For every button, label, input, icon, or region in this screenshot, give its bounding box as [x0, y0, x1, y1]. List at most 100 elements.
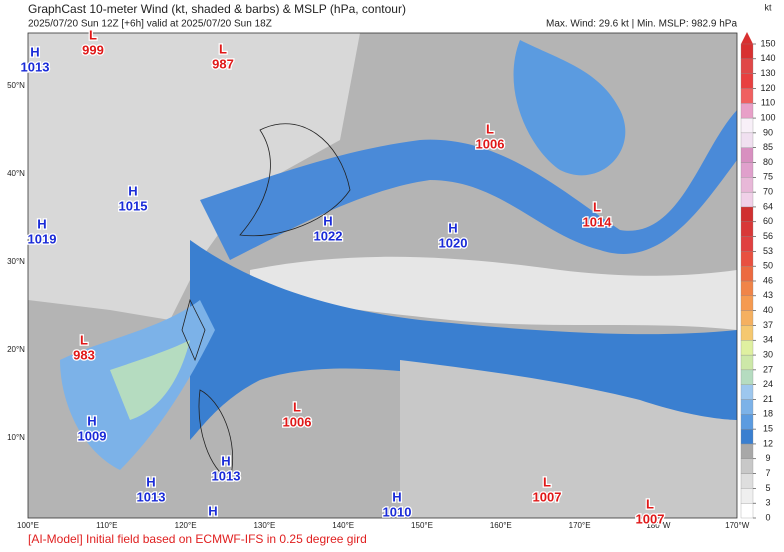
pressure-center-kind: L [219, 41, 227, 56]
pressure-center-kind: H [128, 183, 137, 198]
colorbar-segment [740, 162, 754, 178]
colorbar-label: 75 [763, 172, 773, 182]
pressure-center-kind: H [448, 220, 457, 235]
colorbar-segment [740, 295, 754, 311]
colorbar-label: 150 [760, 38, 775, 48]
colorbar-label: 24 [763, 379, 773, 389]
lat-label: 40°N [7, 169, 25, 178]
lon-label: 140°E [332, 521, 354, 530]
colorbar-label: 5 [765, 483, 770, 493]
lon-label: 120°E [175, 521, 197, 530]
colorbar-label: 46 [763, 275, 773, 285]
colorbar-label: 85 [763, 142, 773, 152]
lon-label: 180°W [646, 521, 671, 530]
colorbar-segment [740, 414, 754, 430]
colorbar-segment [740, 310, 754, 326]
colorbar-label: 21 [763, 394, 773, 404]
pressure-center-value: 1014 [583, 214, 613, 229]
colorbar-label: 110 [761, 98, 775, 108]
pressure-center-value: 1010 [383, 504, 412, 519]
subtitle: 2025/07/20 Sun 12Z [+6h] valid at 2025/0… [28, 19, 272, 30]
pressure-center-value: 1009 [78, 428, 107, 443]
land-shade [28, 33, 360, 320]
colorbar-segment [740, 280, 754, 296]
wind-band-north [200, 110, 737, 260]
pressure-center-value: 1013 [212, 468, 241, 483]
pressure-center-kind: H [30, 44, 39, 59]
colorbar-label: 0 [765, 512, 770, 522]
lon-label: 160°E [490, 521, 512, 530]
colorbar-segment [740, 206, 754, 222]
colorbar-label: 53 [763, 246, 773, 256]
map-area [27, 32, 738, 519]
pressure-center-value: 1015 [119, 198, 148, 213]
colorbar-label: 7 [765, 468, 770, 478]
colorbar-label: 18 [763, 409, 773, 419]
colorbar-segment [740, 266, 754, 282]
colorbar: kt 0 3 5 7 9 12 15 18 21 24 27 30 34 37 40 43 46 50 53 56 60 6… [740, 2, 776, 522]
colorbar-label: 37 [763, 320, 773, 330]
lon-label: 170°W [725, 521, 750, 530]
colorbar-segment [740, 384, 754, 400]
colorbar-label: 50 [763, 261, 773, 271]
colorbar-segment [740, 221, 754, 237]
pressure-center-value: 1020 [439, 235, 468, 250]
pressure-center-value: 1022 [314, 228, 343, 243]
pressure-center-kind: H [392, 489, 401, 504]
colorbar-segment [740, 428, 754, 445]
pressure-center-value: 1013 [21, 59, 50, 74]
colorbar-label: 3 [765, 498, 770, 508]
colorbar-segment [740, 58, 754, 74]
pressure-center-value: 1007 [533, 489, 562, 504]
colorbar-segment [740, 443, 754, 459]
colorbar-segment [740, 340, 754, 356]
lat-label: 30°N [7, 257, 25, 266]
pressure-center-kind: L [80, 332, 88, 347]
footer: [AI-Model] Initial field based on ECMWF-… [28, 532, 367, 546]
colorbar-segment [740, 399, 754, 415]
pressure-center-value: 1006 [476, 136, 505, 151]
colorbar-arrow [741, 32, 753, 44]
colorbar-label: 27 [763, 364, 773, 374]
south-shade [400, 360, 737, 518]
colorbar-segment [740, 354, 754, 371]
colorbar-label: 40 [763, 305, 773, 315]
colorbar-label: 120 [760, 83, 775, 93]
colorbar-label: 34 [763, 335, 773, 345]
pressure-center-value: 983 [73, 347, 95, 362]
pressure-center-kind: H [37, 216, 46, 231]
colorbar-segment [740, 325, 754, 341]
colorbar-segment [740, 503, 754, 519]
colorbar-segment [740, 369, 754, 385]
colorbar-segment [740, 191, 754, 208]
stats: Max. Wind: 29.6 kt | Min. MSLP: 982.9 hP… [546, 19, 737, 30]
pressure-center-value: 987 [212, 56, 234, 71]
calm-zone [250, 256, 737, 330]
colorbar-label: 9 [765, 453, 770, 463]
pressure-center-value: 999 [82, 42, 104, 57]
colorbar-segment [740, 43, 754, 59]
colorbar-label: 140 [760, 53, 775, 63]
pressure-center-kind: L [646, 496, 654, 511]
coastlines [181, 123, 351, 481]
pressure-center-value: 1006 [283, 414, 312, 429]
colorbar-label: 64 [763, 201, 773, 211]
pressure-center-kind: L [543, 474, 551, 489]
colorbar-segment [740, 73, 754, 89]
pressure-center-kind: L [593, 199, 601, 214]
colorbar-segment [740, 473, 754, 489]
map-frame [27, 32, 738, 519]
colorbar-label: 12 [763, 438, 773, 448]
pressure-center-kind: L [293, 399, 301, 414]
colorbar-label: 130 [760, 68, 775, 78]
pressure-center-kind: L [89, 27, 97, 42]
pressure-center-value: 1019 [28, 231, 57, 246]
colorbar-label: 80 [763, 157, 773, 167]
lat-label: 50°N [7, 81, 25, 90]
map-labels: 100°E 110°E 120°E 130°E 140°E 150°E 160°E 170°E… [7, 26, 750, 530]
wind-band-cyclone [513, 40, 626, 176]
colorbar-segment [740, 117, 754, 134]
colorbar-label: 15 [763, 424, 773, 434]
pressure-center-kind: H [87, 413, 96, 428]
